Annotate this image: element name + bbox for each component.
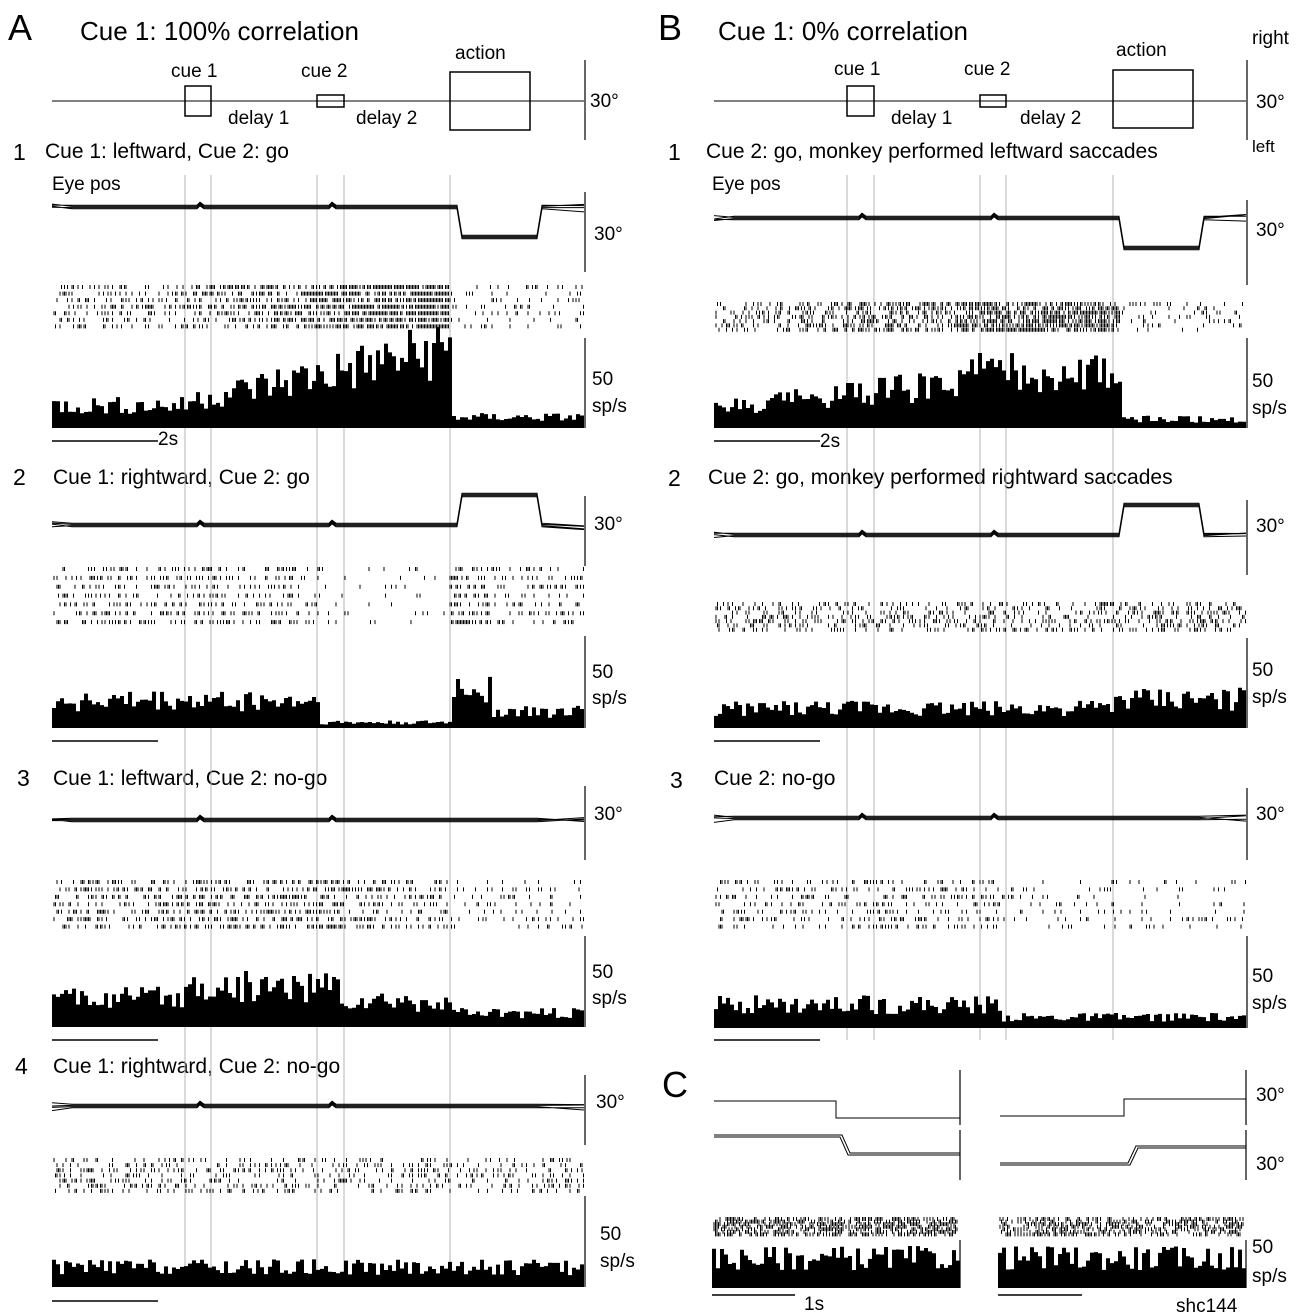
panel-b-row1-eye-scale: 30° xyxy=(1256,220,1285,241)
panel-b-timeline xyxy=(714,60,1248,140)
panel-a-row2-eye-scale: 30° xyxy=(594,514,623,535)
spike-raster xyxy=(713,1217,958,1237)
panel-a-row4-eye-scale: 30° xyxy=(596,1092,625,1113)
panel-b-letter: B xyxy=(658,7,682,48)
panel-b-row2-rate-scale-2: sp/s xyxy=(1252,687,1287,708)
spike-raster xyxy=(999,1217,1244,1237)
eye-trace xyxy=(51,201,585,240)
panel-a-row4-rate-scale-2: sp/s xyxy=(600,1251,635,1272)
panel-a-action-label: action xyxy=(455,43,506,64)
panel-b-row1-rate-scale-1: 50 xyxy=(1252,371,1273,392)
panel-b-row1-rate-scale-2: sp/s xyxy=(1252,398,1287,419)
panel-b-time-scale: 2s xyxy=(820,431,840,452)
panel-a-row2-rate-scale-1: 50 xyxy=(592,662,613,683)
panel-a-time-scale: 2s xyxy=(158,429,178,450)
eye-trace xyxy=(51,814,585,823)
panel-a-row2-rate-scale-2: sp/s xyxy=(592,688,627,709)
panel-c-cell-id: shc144 xyxy=(1176,1296,1238,1315)
panel-a-cue2-label: cue 2 xyxy=(301,61,347,82)
panel-a-title: Cue 1: 100% correlation xyxy=(80,16,359,46)
eye-trace xyxy=(713,502,1247,538)
panel-b-row3-label: Cue 2: no-go xyxy=(714,767,835,790)
eye-trace xyxy=(51,492,585,531)
spike-raster xyxy=(53,285,584,329)
trace-graphics xyxy=(51,175,1248,1302)
panel-b-row3-rate-scale-2: sp/s xyxy=(1252,993,1287,1014)
panel-b-row3-number: 3 xyxy=(670,767,683,793)
panel-a-row3-rate-scale-1: 50 xyxy=(592,962,613,983)
spike-raster xyxy=(53,567,584,625)
panel-b-title: Cue 1: 0% correlation xyxy=(718,16,968,46)
panel-a-row3-label: Cue 1: leftward, Cue 2: no-go xyxy=(53,767,327,790)
panel-c-rate-scale-1: 50 xyxy=(1252,1237,1273,1258)
panel-b-row2-number: 2 xyxy=(668,465,681,491)
eye-trace xyxy=(714,1100,960,1119)
panel-c-rate-scale-2: sp/s xyxy=(1252,1266,1287,1287)
panel-b-row3-rate-scale-1: 50 xyxy=(1252,966,1273,987)
rate-histogram xyxy=(52,676,584,728)
panel-a-row1-label: Cue 1: leftward, Cue 2: go xyxy=(45,140,289,163)
rate-histogram xyxy=(998,1246,1246,1288)
rate-histogram xyxy=(52,971,584,1027)
spike-raster xyxy=(53,880,584,929)
panel-a-row3-rate-scale-2: sp/s xyxy=(592,988,627,1009)
panel-a-row3-eye-scale: 30° xyxy=(594,804,623,825)
rate-histogram xyxy=(714,352,1246,428)
panel-b-row2-label: Cue 2: go, monkey performed rightward sa… xyxy=(708,466,1173,489)
panel-b-delay1-label: delay 1 xyxy=(891,108,952,129)
rate-histogram xyxy=(714,995,1246,1028)
panel-a-delay2-label: delay 2 xyxy=(356,108,417,129)
panel-b-row2-rate-scale-1: 50 xyxy=(1252,660,1273,681)
panel-b-cue1-label: cue 1 xyxy=(834,59,880,80)
panel-b-row2-eye-scale: 30° xyxy=(1256,516,1285,537)
panel-a-eye-label: Eye pos xyxy=(52,174,121,195)
panel-b-left-label: left xyxy=(1252,137,1275,156)
panel-a-row4-rate-scale-1: 50 xyxy=(600,1224,621,1245)
panel-a-row1-rate-scale-2: sp/s xyxy=(592,396,627,417)
eye-trace xyxy=(713,212,1247,251)
eye-trace xyxy=(714,1134,960,1156)
panel-a-row4-label: Cue 1: rightward, Cue 2: no-go xyxy=(53,1055,340,1078)
spike-raster xyxy=(715,880,1246,929)
panel-a-row4-number: 4 xyxy=(15,1053,28,1079)
eye-trace xyxy=(1000,1145,1246,1166)
panel-b-timeline-scale: 30° xyxy=(1256,92,1285,113)
rate-histogram xyxy=(714,687,1246,728)
panel-b-delay2-label: delay 2 xyxy=(1020,108,1081,129)
panel-a-row1-rate-scale-1: 50 xyxy=(592,369,613,390)
panel-a-letter: A xyxy=(8,7,32,48)
panel-a-row1-number: 1 xyxy=(13,139,26,165)
panel-b-row1-number: 1 xyxy=(668,139,681,165)
panel-c-eye-scale-bottom: 30° xyxy=(1256,1154,1285,1175)
panel-b-action-label: action xyxy=(1116,40,1167,61)
spike-raster xyxy=(53,1158,584,1193)
panel-a-timeline-scale: 30° xyxy=(590,91,619,112)
panel-b-eye-label: Eye pos xyxy=(712,174,781,195)
panel-b-row1-label: Cue 2: go, monkey performed leftward sac… xyxy=(706,140,1158,163)
panel-a-row1-eye-scale: 30° xyxy=(594,224,623,245)
rate-histogram xyxy=(712,1246,960,1288)
panel-a-row2-number: 2 xyxy=(13,464,26,490)
spike-raster xyxy=(715,302,1243,332)
eye-trace xyxy=(51,1100,585,1112)
panel-b-cue2-label: cue 2 xyxy=(964,59,1010,80)
panel-a-row3-number: 3 xyxy=(17,765,30,791)
panel-c-eye-scale-top: 30° xyxy=(1256,1085,1285,1106)
panel-a-row2-label: Cue 1: rightward, Cue 2: go xyxy=(53,466,310,489)
eye-trace xyxy=(713,812,1247,823)
panel-b-row3-eye-scale: 30° xyxy=(1256,804,1285,825)
panel-a-cue1-label: cue 1 xyxy=(171,61,217,82)
rate-histogram xyxy=(52,327,584,428)
panel-a-delay1-label: delay 1 xyxy=(228,108,289,129)
spike-raster xyxy=(715,602,1246,632)
rate-histogram xyxy=(52,1259,584,1287)
panel-a-timeline xyxy=(52,60,586,140)
panel-c-letter: C xyxy=(662,1064,688,1105)
eye-trace xyxy=(1000,1098,1246,1117)
panel-c-time-scale: 1s xyxy=(804,1294,824,1315)
panel-b-right-label: right xyxy=(1252,28,1290,49)
